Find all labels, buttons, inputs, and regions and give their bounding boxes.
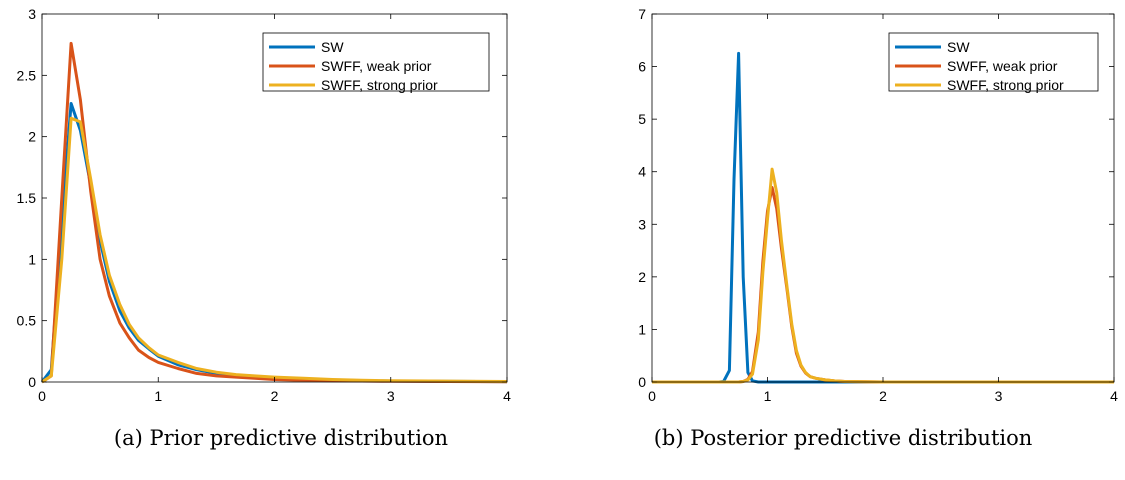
- legend-label: SWFF, weak prior: [947, 58, 1058, 74]
- x-tick-label: 4: [503, 388, 511, 404]
- y-tick-label: 7: [638, 6, 646, 22]
- y-tick-label: 3: [28, 6, 36, 22]
- x-tick-label: 1: [764, 388, 772, 404]
- prior-predictive-chart: 0 1 2 3 4 0 0.5 1 1.5 2 2.5 3 SW SWFF, weak prior SWFF…: [17, 6, 512, 404]
- chart-caption: (a) Prior predictive distribution: [113, 426, 449, 450]
- legend-label: SWFF, strong prior: [321, 77, 438, 93]
- posterior-predictive-panel: 0 1 2 3 4 0 1 2 3 4 5 6 7 SW SWFF, weak prior SWFF, str…: [562, 0, 1124, 480]
- y-tick-label: 0.5: [17, 313, 37, 329]
- posterior-predictive-chart: 0 1 2 3 4 0 1 2 3 4 5 6 7 SW SWFF, weak prior SWFF, str…: [638, 6, 1118, 404]
- legend-box: [888, 32, 1099, 92]
- x-tick-label: 1: [154, 388, 162, 404]
- legend: SW SWFF, weak prior SWFF, strong prior: [888, 32, 1099, 93]
- prior-predictive-panel: 0 1 2 3 4 0 0.5 1 1.5 2 2.5 3 SW SWFF, weak prior SWFF…: [0, 0, 562, 480]
- x-tick-label: 3: [995, 388, 1003, 404]
- legend-label: SWFF, strong prior: [947, 77, 1064, 93]
- legend-label: SWFF, weak prior: [321, 58, 432, 74]
- legend: SW SWFF, weak prior SWFF, strong prior: [262, 32, 490, 93]
- x-tick-label: 2: [879, 388, 887, 404]
- legend-box: [262, 32, 490, 92]
- legend-label: SW: [947, 39, 970, 55]
- y-tick-label: 0: [28, 374, 36, 390]
- y-tick-label: 0: [638, 374, 646, 390]
- y-tick-label: 2: [638, 269, 646, 285]
- y-tick-label: 1.5: [17, 190, 37, 206]
- x-tick-label: 0: [38, 388, 46, 404]
- y-tick-label: 3: [638, 216, 646, 232]
- y-tick-label: 5: [638, 111, 646, 127]
- y-tick-label: 2: [28, 129, 36, 145]
- y-tick-label: 1: [28, 251, 36, 267]
- chart-caption: (b) Posterior predictive distribution: [653, 426, 1033, 450]
- x-tick-label: 4: [1110, 388, 1118, 404]
- x-tick-label: 2: [271, 388, 279, 404]
- y-tick-label: 6: [638, 59, 646, 75]
- y-tick-label: 2.5: [17, 67, 37, 83]
- series-line-2: [652, 167, 1114, 384]
- y-tick-label: 1: [638, 321, 646, 337]
- x-tick-label: 0: [648, 388, 656, 404]
- y-tick-label: 4: [638, 164, 646, 180]
- legend-label: SW: [321, 39, 344, 55]
- series-line-2: [41, 116, 508, 384]
- x-tick-label: 3: [387, 388, 395, 404]
